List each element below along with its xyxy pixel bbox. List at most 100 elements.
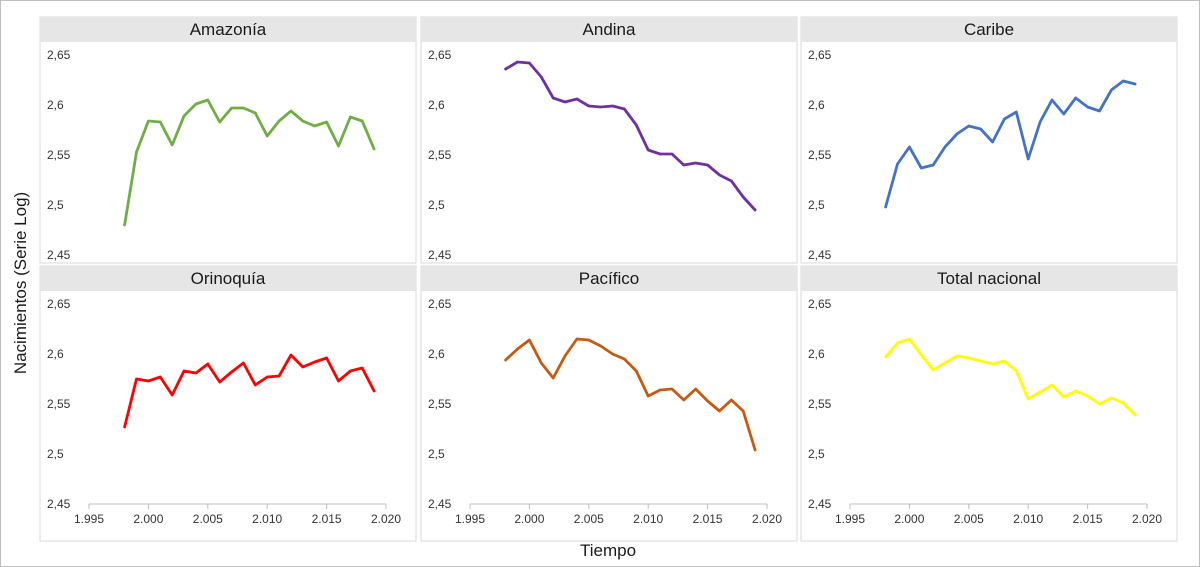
data-point — [730, 398, 733, 402]
data-point — [159, 375, 162, 379]
x-tick-label: 2.000 — [514, 512, 544, 526]
panel-title: Total nacional — [937, 269, 1041, 288]
panel-strip — [421, 266, 797, 291]
series-line-orinoquia — [123, 353, 376, 429]
data-point — [1110, 88, 1113, 92]
panel-strip — [40, 266, 416, 291]
data-point — [599, 105, 602, 109]
panel-amazonia: Amazonía 2,45 2,5 2,55 2,6 2,65 — [39, 16, 417, 264]
data-point — [670, 152, 674, 156]
data-point — [718, 409, 721, 413]
data-point — [670, 387, 674, 391]
y-tick-label: 2,5 — [428, 447, 445, 461]
data-point — [1122, 79, 1125, 83]
x-tick-label: 1.995 — [835, 512, 865, 526]
panel-title: Pacífico — [579, 269, 639, 288]
y-tick-label: 2,6 — [808, 98, 825, 112]
data-point — [361, 119, 364, 123]
data-point — [587, 104, 590, 108]
data-point — [611, 352, 614, 356]
x-tick-label: 2.010 — [633, 512, 663, 526]
panel-pacifico: Pacífico 2,45 2,5 2,55 2,6 2,65 1.995 2.000 2.00… — [420, 265, 798, 542]
data-point — [943, 145, 947, 149]
y-tick-label: 2,65 — [428, 297, 452, 311]
data-point — [171, 143, 174, 147]
data-point — [1062, 112, 1066, 116]
y-tick-label: 2,65 — [47, 297, 71, 311]
y-tick-label: 2,5 — [47, 447, 64, 461]
y-tick-label: 2,55 — [428, 397, 452, 411]
data-point — [1050, 98, 1054, 102]
panel-caribe: Caribe 2,45 2,5 2,55 2,6 2,65 — [800, 16, 1178, 264]
data-point — [349, 115, 352, 119]
y-tick-label: 2,55 — [428, 148, 452, 162]
data-point — [908, 145, 911, 149]
data-point — [991, 140, 994, 144]
panel-strip — [801, 17, 1177, 42]
data-point — [289, 109, 293, 113]
data-point — [908, 337, 911, 341]
panel-title: Caribe — [964, 20, 1014, 39]
y-tick-label: 2,5 — [808, 198, 825, 212]
data-point — [242, 106, 245, 110]
panel-title: Andina — [583, 20, 636, 39]
data-point — [742, 195, 745, 199]
data-point — [1027, 157, 1030, 161]
data-point — [147, 119, 150, 123]
y-tick-label: 2,5 — [47, 198, 64, 212]
data-point — [313, 124, 316, 128]
panel-orinoquia: Orinoquía 2,45 2,5 2,55 2,6 2,65 1.995 2.000 2.0… — [39, 265, 417, 542]
data-point — [955, 354, 959, 358]
y-tick-label: 2,45 — [47, 497, 71, 511]
data-point — [123, 223, 126, 227]
data-point — [658, 388, 662, 392]
data-point — [230, 370, 233, 374]
data-point — [504, 67, 507, 71]
y-tick-label: 2,45 — [428, 497, 452, 511]
data-point — [563, 354, 567, 358]
data-point — [289, 353, 293, 357]
data-point — [884, 355, 887, 359]
panel-background — [800, 265, 1178, 542]
data-point — [266, 134, 269, 138]
y-tick-label: 2,55 — [808, 397, 832, 411]
data-point — [694, 387, 697, 391]
y-tick-label: 2,45 — [428, 248, 452, 262]
data-point — [540, 75, 543, 79]
data-point — [325, 356, 328, 360]
data-point — [1133, 82, 1137, 86]
y-tick-label: 2,55 — [47, 397, 71, 411]
panels-layer: Amazonía 2,45 2,5 2,55 2,6 2,65 Andina 2,45 2,5 2… — [39, 16, 1178, 542]
y-tick-label: 2,5 — [808, 447, 825, 461]
data-point — [575, 337, 579, 341]
data-point — [1098, 402, 1101, 406]
data-point — [920, 353, 923, 357]
y-tick-label: 2,5 — [428, 198, 445, 212]
panel-strip — [40, 17, 416, 42]
data-point — [266, 375, 269, 379]
x-tick-label: 2.020 — [371, 512, 401, 526]
data-point — [920, 166, 923, 170]
data-point — [884, 205, 887, 209]
data-point — [1086, 105, 1089, 109]
data-point — [242, 361, 245, 365]
panel-title: Orinoquía — [191, 269, 266, 288]
y-tick-label: 2,6 — [47, 98, 64, 112]
data-point — [1038, 390, 1042, 394]
data-point — [504, 358, 507, 362]
x-tick-label: 2.020 — [752, 512, 782, 526]
x-tick-label: 1.995 — [455, 512, 485, 526]
data-point — [563, 100, 567, 104]
panel-background — [420, 265, 798, 542]
data-point — [694, 161, 697, 165]
data-point — [337, 144, 340, 148]
y-tick-label: 2,6 — [808, 347, 825, 361]
data-point — [372, 389, 376, 393]
data-point — [1027, 397, 1030, 401]
data-point — [647, 148, 650, 152]
data-point — [730, 179, 733, 183]
data-point — [277, 119, 281, 123]
y-tick-label: 2,6 — [428, 98, 445, 112]
data-point — [932, 163, 935, 167]
data-point — [1074, 389, 1077, 393]
